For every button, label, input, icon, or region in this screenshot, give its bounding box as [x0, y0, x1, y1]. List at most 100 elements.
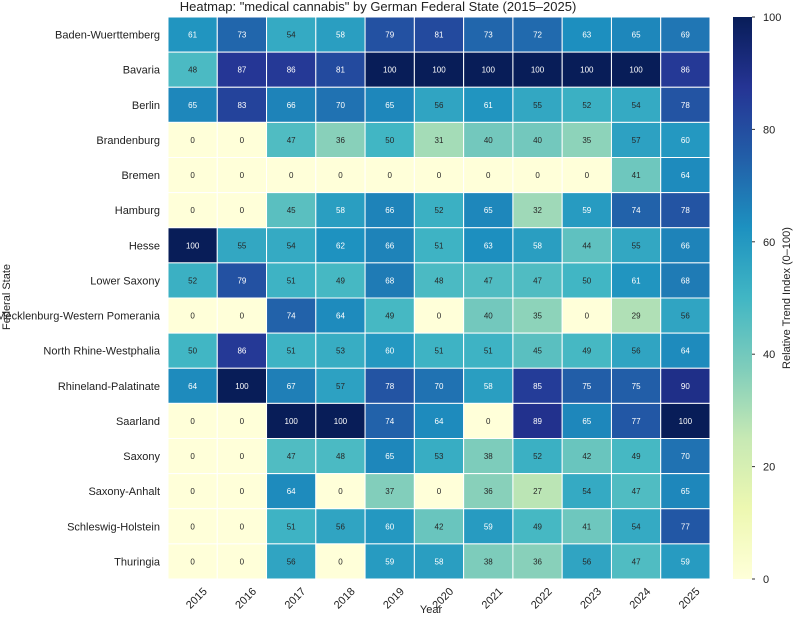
cell-value-label: 64: [681, 171, 690, 180]
heatmap-cell: [610, 297, 662, 334]
cell-value-label: 0: [338, 557, 343, 566]
cell-value-label: 54: [287, 241, 296, 250]
heatmap-cell: [315, 227, 366, 264]
cell-value-label: 60: [385, 347, 394, 356]
cell-value-label: 0: [486, 417, 491, 426]
heatmap-cell: [167, 508, 218, 545]
heatmap-cell: [512, 367, 563, 404]
colorbar-tick-label: 100: [763, 12, 781, 24]
heatmap-cell: [512, 16, 563, 53]
cell-value-label: 79: [237, 276, 246, 285]
heatmap-cell: [364, 262, 415, 299]
x-tick-label: 2015: [184, 586, 210, 612]
heatmap-cell: [413, 86, 465, 123]
heatmap-cell: [413, 227, 465, 264]
colorbar-label: Relative Trend Index (0–100): [781, 227, 793, 369]
cell-value-label: 0: [437, 171, 442, 180]
heatmap-cell: [266, 508, 317, 545]
heatmap-cell: [610, 438, 662, 475]
y-tick-label: Hamburg: [115, 205, 160, 217]
cell-value-label: 60: [385, 522, 394, 531]
cell-value-label: 49: [385, 312, 394, 321]
cell-value-label: 51: [287, 522, 296, 531]
heatmap-cell: [561, 367, 612, 404]
cell-value-label: 27: [533, 487, 542, 496]
cell-value-label: 59: [484, 522, 493, 531]
heatmap-cell: [413, 332, 465, 369]
chart-title: Heatmap: "medical cannabis" by German Fe…: [180, 0, 577, 14]
cell-value-label: 65: [385, 452, 394, 461]
cell-value-label: 100: [482, 66, 496, 75]
cell-value-label: 47: [287, 452, 296, 461]
cell-value-label: 58: [484, 382, 493, 391]
heatmap-cell: [463, 543, 514, 580]
cell-value-label: 0: [338, 487, 343, 496]
cell-value-label: 57: [336, 382, 345, 391]
cell-value-label: 85: [533, 382, 542, 391]
cell-value-label: 75: [582, 382, 591, 391]
cell-value-label: 81: [435, 31, 444, 40]
cell-value-label: 64: [287, 487, 296, 496]
cell-value-label: 0: [240, 557, 245, 566]
x-tick-label: 2016: [233, 586, 259, 612]
cell-value-label: 52: [435, 206, 444, 215]
heatmap-cell: [512, 332, 563, 369]
cell-value-label: 41: [632, 171, 641, 180]
cell-value-label: 0: [338, 171, 343, 180]
cell-value-label: 87: [237, 66, 246, 75]
cell-value-label: 51: [484, 347, 493, 356]
cell-value-label: 86: [681, 66, 690, 75]
heatmap-cell: [266, 157, 317, 194]
cell-value-label: 100: [235, 382, 249, 391]
cell-value-label: 56: [681, 312, 690, 321]
cell-value-label: 57: [632, 136, 641, 145]
heatmap-cell: [413, 192, 465, 229]
cell-value-label: 49: [336, 276, 345, 285]
heatmap-cell: [364, 86, 415, 123]
cell-value-label: 54: [632, 101, 641, 110]
heatmap-cell: [413, 438, 465, 475]
heatmap-cell: [315, 157, 366, 194]
cell-value-label: 56: [582, 557, 591, 566]
cell-value-label: 38: [484, 452, 493, 461]
cell-value-label: 37: [385, 487, 394, 496]
cell-value-label: 47: [632, 487, 641, 496]
heatmap-cell: [216, 402, 268, 439]
cell-value-label: 0: [240, 417, 245, 426]
heatmap-cell: [463, 297, 514, 334]
y-tick-label: Saxony: [123, 451, 160, 463]
heatmap-cell: [266, 51, 317, 88]
cell-value-label: 79: [385, 31, 394, 40]
cell-value-label: 51: [435, 241, 444, 250]
cell-value-label: 52: [188, 276, 197, 285]
heatmap-cell: [167, 86, 218, 123]
y-tick-label: Bavaria: [123, 65, 161, 77]
cell-value-label: 74: [287, 312, 296, 321]
cell-value-label: 48: [336, 452, 345, 461]
cell-value-label: 54: [582, 487, 591, 496]
cell-value-label: 53: [336, 347, 345, 356]
colorbar-tick-label: 80: [763, 124, 775, 136]
heatmap-cell: [167, 51, 218, 88]
heatmap-cell: [315, 473, 366, 510]
cell-value-label: 66: [385, 241, 394, 250]
y-tick-label: Rhineland-Palatinate: [58, 381, 160, 393]
heatmap-cells: [167, 16, 711, 580]
y-axis-label: Federal State: [1, 264, 13, 330]
y-tick-label: Thuringia: [114, 556, 161, 568]
heatmap-cell: [660, 508, 711, 545]
cell-value-label: 66: [385, 206, 394, 215]
cell-value-label: 47: [632, 557, 641, 566]
cell-value-label: 0: [240, 487, 245, 496]
heatmap-cell: [413, 367, 465, 404]
heatmap-cell: [660, 332, 711, 369]
cell-value-label: 55: [632, 241, 641, 250]
cell-value-label: 50: [385, 136, 394, 145]
cell-value-label: 0: [190, 557, 195, 566]
cell-value-label: 77: [681, 522, 690, 531]
x-tick-label: 2023: [578, 586, 604, 612]
heatmap-cell: [216, 438, 268, 475]
cell-value-label: 90: [681, 382, 690, 391]
cell-value-label: 40: [484, 312, 493, 321]
cell-value-label: 70: [435, 382, 444, 391]
